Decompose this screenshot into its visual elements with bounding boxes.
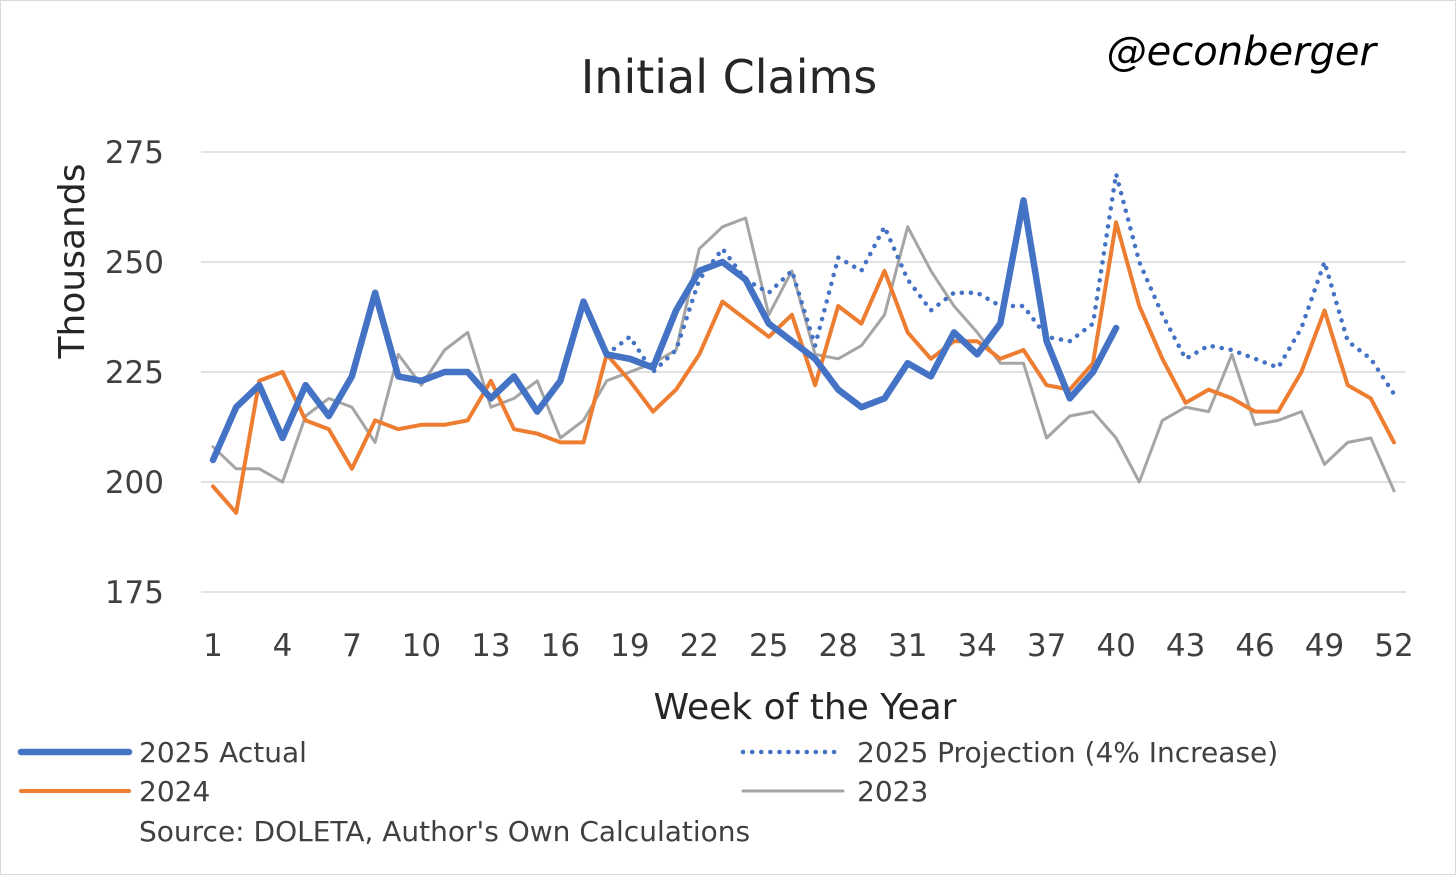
legend-label: 2023: [857, 775, 928, 808]
legend-label: 2025 Projection (4% Increase): [857, 736, 1278, 769]
x-axis-ticks: 1 4 7 10 13 16 19 22 25 28 31 34 37 40 43 46 49 52: [203, 628, 1414, 664]
legend: 2025 Actual 2025 Projection (4% Increase)…: [17, 736, 1278, 808]
x-tick-label: 43: [1166, 628, 1205, 664]
x-tick-label: 40: [1096, 628, 1135, 664]
x-tick-label: 46: [1235, 628, 1274, 664]
y-axis-ticks: 175 200 225 250 275: [105, 135, 164, 611]
author-watermark: @econberger: [1107, 29, 1379, 75]
x-tick-label: 28: [819, 628, 858, 664]
chart-title: Initial Claims: [581, 50, 878, 104]
y-tick-label: 275: [105, 135, 164, 171]
x-tick-label: 34: [957, 628, 996, 664]
y-tick-label: 225: [105, 355, 164, 391]
x-tick-label: 1: [203, 628, 223, 664]
series-lines: [209, 171, 1397, 515]
source-note: Source: DOLETA, Author's Own Calculation…: [139, 815, 750, 848]
gridlines: [201, 151, 1406, 593]
x-tick-label: 31: [888, 628, 927, 664]
y-tick-label: 175: [105, 575, 164, 611]
y-axis-label: Thousands: [52, 164, 93, 360]
series-line-2025-actual: [209, 197, 1120, 464]
x-tick-label: 10: [402, 628, 441, 664]
x-tick-label: 19: [610, 628, 649, 664]
legend-label: 2024: [139, 775, 210, 808]
legend-label: 2025 Actual: [139, 736, 307, 769]
series-line-2024: [211, 220, 1396, 515]
x-tick-label: 13: [471, 628, 510, 664]
x-tick-label: 22: [680, 628, 719, 664]
x-tick-label: 52: [1374, 628, 1413, 664]
x-tick-label: 49: [1305, 628, 1344, 664]
x-tick-label: 37: [1027, 628, 1066, 664]
x-axis-label: Week of the Year: [654, 687, 957, 728]
series-line-2025-projection-4-increase: [604, 171, 1397, 397]
x-tick-label: 16: [541, 628, 580, 664]
y-tick-label: 250: [105, 245, 164, 281]
y-tick-label: 200: [105, 465, 164, 501]
x-tick-label: 4: [273, 628, 293, 664]
x-tick-label: 7: [342, 628, 362, 664]
x-tick-label: 25: [749, 628, 788, 664]
